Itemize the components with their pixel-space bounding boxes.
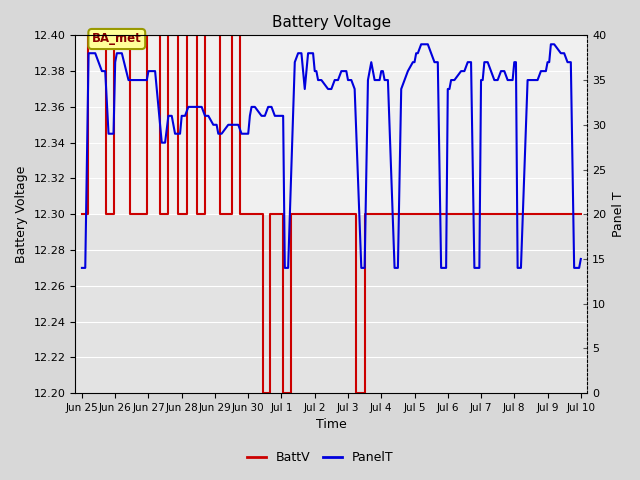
Text: BA_met: BA_met (92, 33, 141, 46)
Title: Battery Voltage: Battery Voltage (272, 15, 391, 30)
Legend: BattV, PanelT: BattV, PanelT (242, 446, 398, 469)
Bar (76, 214, 588, 393)
X-axis label: Time: Time (316, 419, 347, 432)
Y-axis label: Panel T: Panel T (612, 192, 625, 237)
Y-axis label: Battery Voltage: Battery Voltage (15, 166, 28, 263)
